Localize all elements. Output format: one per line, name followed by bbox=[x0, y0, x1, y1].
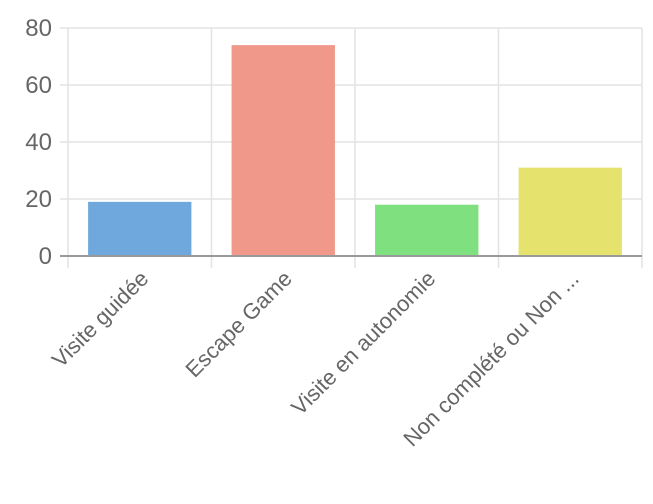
bar-1[interactable] bbox=[88, 201, 192, 256]
bar-3[interactable] bbox=[375, 204, 479, 256]
bars bbox=[88, 45, 622, 256]
y-tick-label: 0 bbox=[39, 243, 52, 270]
y-tick-label: 80 bbox=[25, 15, 52, 42]
x-category-label: Visite en autonomie bbox=[286, 266, 440, 420]
x-category-label: Visite guidée bbox=[47, 266, 153, 372]
y-tick-label: 20 bbox=[25, 186, 52, 213]
y-tick-labels: 0 20 40 60 80 bbox=[25, 15, 52, 270]
x-category-label: Escape Game bbox=[181, 266, 297, 382]
y-tick-label: 40 bbox=[25, 129, 52, 156]
bar-2[interactable] bbox=[231, 45, 335, 256]
y-tick-label: 60 bbox=[25, 72, 52, 99]
bar-4[interactable] bbox=[518, 167, 622, 256]
